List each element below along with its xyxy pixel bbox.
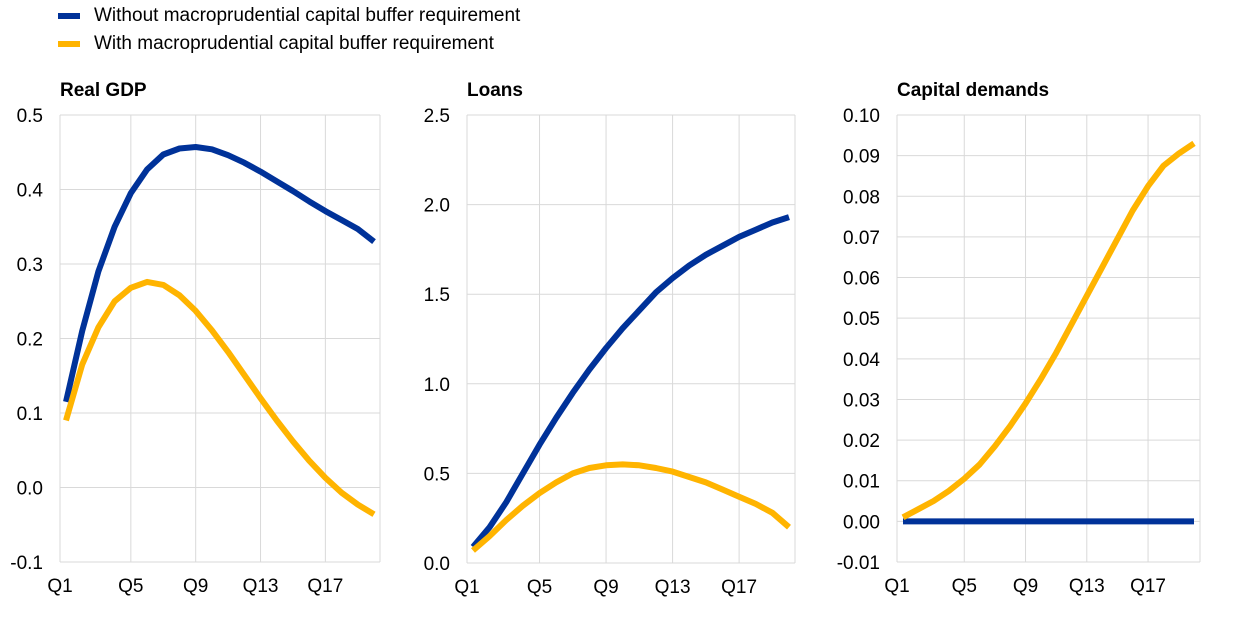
x-tick-label: Q17: [307, 576, 343, 597]
x-tick-label: Q17: [721, 577, 757, 598]
y-tick-label: -0.01: [837, 553, 880, 574]
legend-label: Without macroprudential capital buffer r…: [94, 5, 521, 26]
x-tick-label: Q13: [243, 576, 279, 597]
legend-swatch-yellow: [58, 41, 80, 47]
y-tick-label: 0.02: [843, 431, 880, 452]
chart-title: Loans: [467, 80, 523, 101]
y-tick-label: 0.0: [17, 479, 43, 500]
x-tick-label: Q5: [527, 577, 552, 598]
y-tick-label: 2.0: [424, 196, 450, 217]
x-tick-label: Q13: [1069, 576, 1105, 597]
y-tick-label: 0.4: [17, 181, 44, 202]
x-tick-label: Q5: [118, 576, 143, 597]
y-tick-label: 0.06: [843, 269, 880, 290]
x-tick-label: Q13: [655, 577, 691, 598]
legend-item-without-buffer: Without macroprudential capital buffer r…: [58, 2, 520, 30]
legend-swatch-blue: [58, 13, 80, 19]
x-tick-label: Q17: [1130, 576, 1166, 597]
y-tick-label: 0.2: [17, 330, 43, 351]
legend-label: With macroprudential capital buffer requ…: [94, 33, 494, 54]
x-tick-label: Q1: [454, 577, 479, 598]
y-tick-label: 0.03: [843, 390, 880, 411]
y-tick-label: 0.5: [424, 464, 450, 485]
series-line-without-buffer: [470, 214, 790, 549]
x-tick-label: Q9: [183, 576, 208, 597]
y-tick-label: 0.05: [843, 309, 880, 330]
x-tick-label: Q9: [1013, 576, 1038, 597]
y-tick-label: 0.01: [843, 472, 880, 493]
series-line-with-buffer: [901, 140, 1196, 520]
y-tick-label: 0.1: [17, 404, 43, 425]
series-line-with-buffer: [471, 461, 791, 553]
y-tick-label: 0.07: [843, 228, 880, 249]
chart-legend: Without macroprudential capital buffer r…: [58, 2, 520, 58]
x-tick-label: Q5: [952, 576, 977, 597]
y-tick-label: 0.08: [843, 187, 880, 208]
y-tick-label: 2.5: [424, 106, 450, 127]
y-tick-label: 0.09: [843, 147, 880, 168]
y-tick-label: 1.5: [424, 285, 450, 306]
y-tick-label: -0.1: [10, 553, 43, 574]
y-tick-label: 0.0: [424, 554, 450, 575]
series-line-with-buffer: [63, 278, 376, 517]
chart-title: Capital demands: [897, 80, 1049, 101]
x-tick-label: Q1: [884, 576, 909, 597]
y-tick-label: 0.04: [843, 350, 880, 371]
x-tick-label: Q1: [47, 576, 72, 597]
x-tick-label: Q9: [593, 577, 618, 598]
y-tick-label: 1.0: [424, 375, 450, 396]
y-tick-label: 0.5: [17, 106, 43, 127]
y-tick-label: 0.10: [843, 106, 880, 127]
legend-item-with-buffer: With macroprudential capital buffer requ…: [58, 30, 520, 58]
series-line-without-buffer: [63, 144, 376, 403]
y-tick-label: 0.3: [17, 255, 43, 276]
chart-title: Real GDP: [60, 80, 147, 101]
y-tick-label: 0.00: [843, 512, 880, 533]
